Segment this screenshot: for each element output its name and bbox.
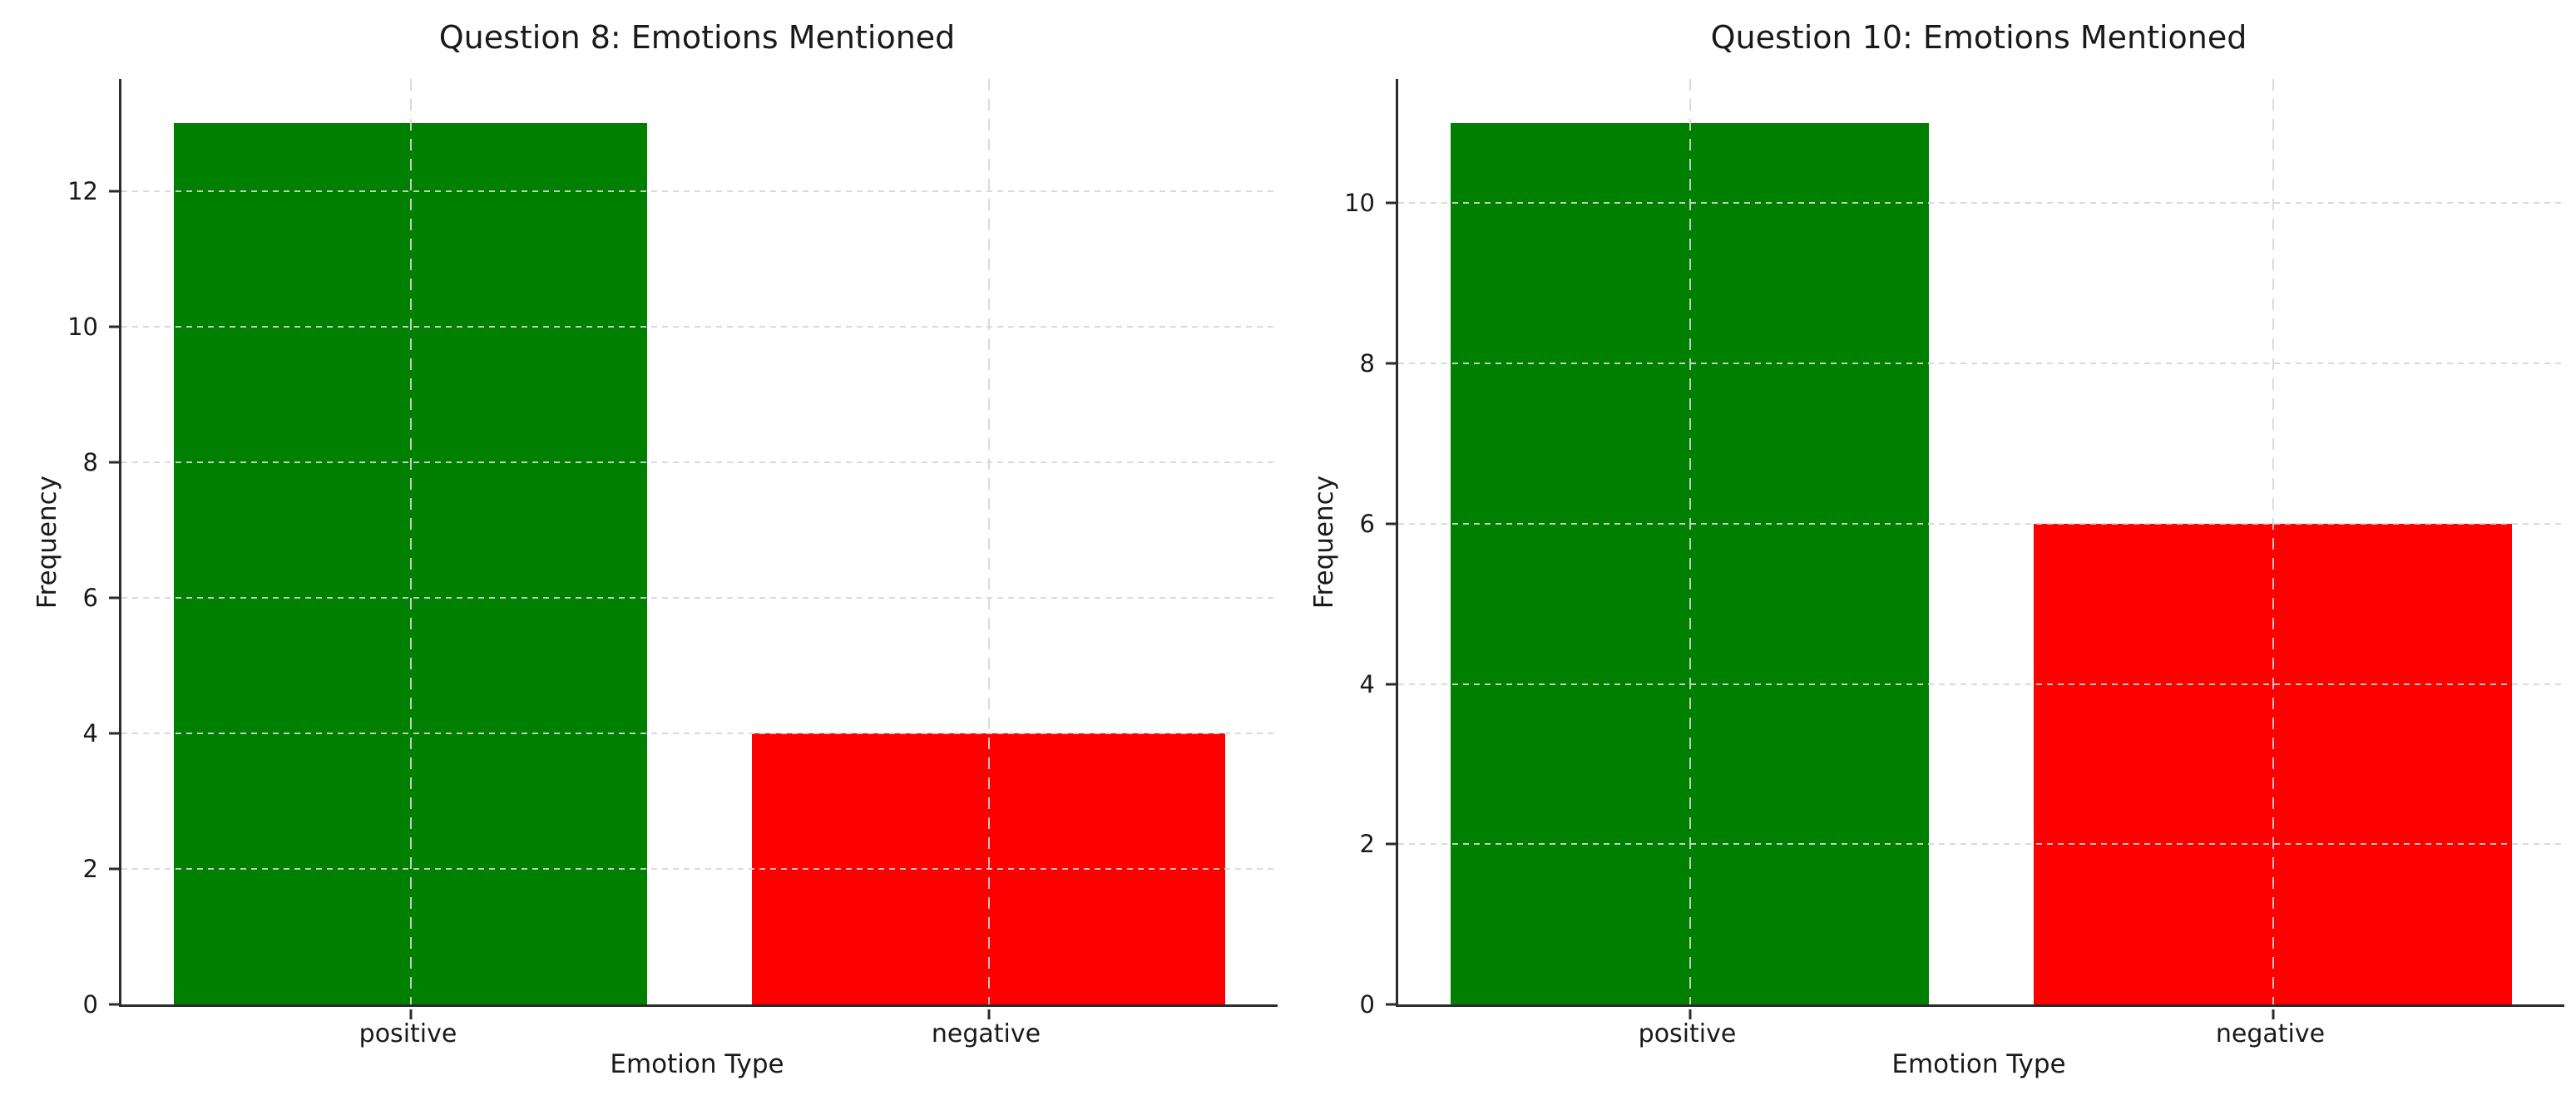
- y-tick-mark: [109, 732, 119, 735]
- bar-negative: [2034, 523, 2512, 1004]
- gridline-horizontal: [121, 461, 1278, 463]
- gridline-horizontal: [1398, 363, 2564, 365]
- plot-area: [1386, 79, 2564, 1019]
- chart-title: Question 8: Emotions Mentioned: [438, 19, 956, 56]
- y-tick-label: 4: [82, 718, 98, 747]
- y-tick-label: 8: [82, 447, 98, 476]
- gridline-vertical: [409, 79, 412, 1004]
- x-axis-label: Emotion Type: [1891, 1049, 2066, 1079]
- gridline-horizontal: [121, 325, 1278, 328]
- y-tick-label: 12: [67, 176, 98, 205]
- gridline-horizontal: [121, 190, 1278, 192]
- x-tick-mark: [1688, 1009, 1691, 1019]
- bar-negative: [751, 733, 1226, 1004]
- gridline-horizontal: [1398, 202, 2564, 205]
- y-tick-label: 2: [1359, 830, 1375, 859]
- y-tick-mark: [1386, 683, 1396, 686]
- y-tick-mark: [1386, 1003, 1396, 1006]
- y-tick-label: 10: [67, 312, 98, 341]
- y-tick-mark: [1386, 362, 1396, 365]
- gridline-horizontal: [1398, 843, 2564, 846]
- gridline-vertical: [1688, 79, 1691, 1004]
- bar-positive: [173, 123, 648, 1004]
- x-tick-mark: [409, 1009, 412, 1019]
- y-tick-label: 6: [1359, 509, 1375, 538]
- x-axis-label: Emotion Type: [610, 1049, 784, 1079]
- y-tick-label: 6: [82, 583, 98, 612]
- y-tick-label: 0: [82, 990, 98, 1019]
- x-tick-mark: [2272, 1009, 2274, 1019]
- x-tick-label: negative: [931, 1019, 1041, 1048]
- y-tick-mark: [1386, 201, 1396, 205]
- y-tick-label: 0: [1359, 990, 1375, 1019]
- y-tick-mark: [1386, 522, 1396, 525]
- bar-positive: [1451, 123, 1929, 1004]
- y-axis-label: Frequency: [32, 475, 62, 609]
- gridline-horizontal: [121, 596, 1278, 599]
- x-tick-label: positive: [358, 1019, 457, 1048]
- y-tick-label: 4: [1359, 669, 1375, 698]
- y-tick-mark: [109, 867, 119, 871]
- gridline-horizontal: [1398, 522, 2564, 525]
- y-tick-mark: [109, 596, 119, 599]
- gridline-horizontal: [121, 867, 1278, 870]
- y-tick-label: 10: [1344, 189, 1375, 218]
- y-tick-label: 8: [1359, 349, 1375, 378]
- gridline-vertical: [987, 79, 990, 1004]
- y-tick-mark: [109, 325, 119, 328]
- y-tick-mark: [1386, 842, 1396, 846]
- gridline-horizontal: [1398, 683, 2564, 685]
- y-tick-mark: [109, 1003, 119, 1006]
- x-tick-label: negative: [2215, 1019, 2326, 1048]
- plot-area: [109, 79, 1278, 1019]
- chart-title: Question 10: Emotions Mentioned: [1710, 19, 2247, 56]
- gridline-horizontal: [121, 732, 1278, 734]
- x-tick-label: positive: [1638, 1019, 1737, 1048]
- y-axis-label: Frequency: [1309, 475, 1339, 609]
- y-tick-mark: [109, 461, 119, 464]
- gridline-vertical: [2272, 79, 2274, 1004]
- x-tick-mark: [987, 1009, 990, 1019]
- y-tick-label: 2: [82, 854, 98, 883]
- y-tick-mark: [109, 190, 119, 193]
